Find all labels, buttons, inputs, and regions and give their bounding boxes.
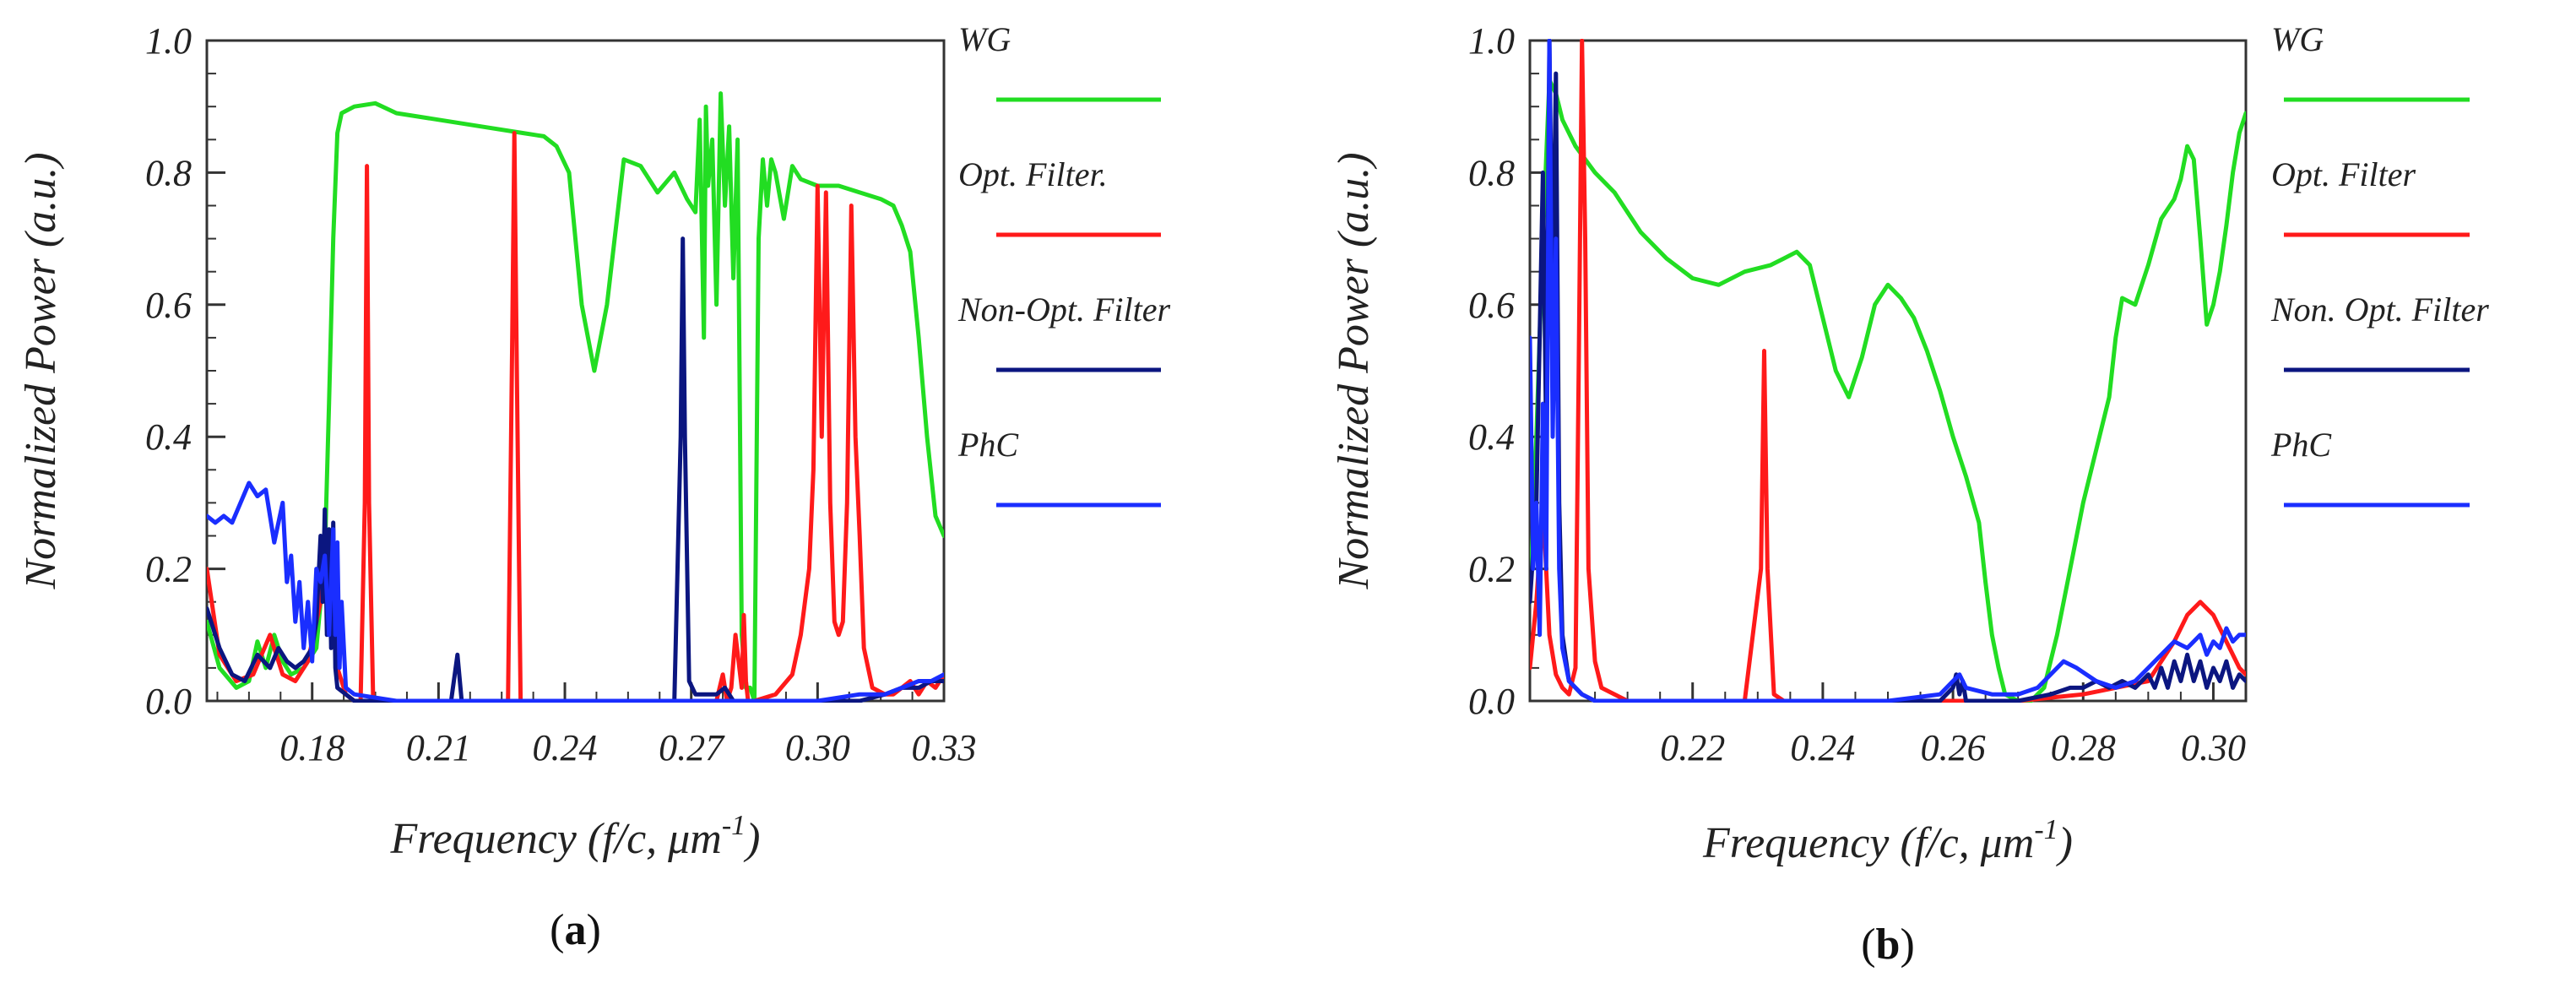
plot-frame <box>1528 39 2248 703</box>
legend-label: Opt. Filter <box>2271 155 2416 193</box>
chart-panel-b: 0.0 0.2 0.4 0.6 0.8 1.0 0.22 0.24 0.26 0.28 0.30 WG… <box>1330 20 2489 969</box>
y-axis-label: Normalized Power (a.u.) <box>17 152 65 589</box>
y-tick-label: 0.4 <box>1468 416 1515 458</box>
y-tick-label: 0.2 <box>145 549 192 590</box>
x-axis-label-close: ) <box>2056 819 2073 867</box>
x-axis-label: Frequency (f/c, μm-1) <box>1702 814 2073 867</box>
series-group <box>207 91 944 703</box>
x-tick-label: 0.24 <box>1790 727 1855 768</box>
panel-label-close: ) <box>587 906 601 954</box>
x-axis-label-main: Frequency (f/c, μm <box>390 815 722 863</box>
panel-label-open: ( <box>550 906 564 954</box>
y-tick-label: 0.4 <box>145 416 192 458</box>
panel-label-open: ( <box>1861 921 1875 969</box>
y-tick-label: 1.0 <box>145 20 192 62</box>
series-line-opt <box>1530 39 2246 703</box>
legend-label: Opt. Filter. <box>958 155 1108 193</box>
x-tick-label: 0.30 <box>2181 727 2246 768</box>
series-line-wg <box>1530 78 2246 703</box>
chart-panel-a: 0.0 0.2 0.4 0.6 0.8 1.0 0.18 0.21 0.24 0.27 0.30 0.… <box>17 20 1171 954</box>
x-tick-label: 0.26 <box>1921 727 1986 768</box>
series-line-nonopt <box>1530 39 2246 703</box>
panel-label-letter: b <box>1876 921 1901 969</box>
panel-label-close: ) <box>1900 921 1914 969</box>
panel-label: (a) <box>550 906 601 954</box>
panel-label-letter: a <box>565 906 587 954</box>
x-axis-label-main: Frequency (f/c, μm <box>1702 819 2034 867</box>
x-axis-label-close: ) <box>743 815 760 863</box>
legend-label: PhC <box>2270 426 2332 464</box>
x-tick-label: 0.27 <box>659 727 725 768</box>
y-tick-label: 0.8 <box>145 152 192 193</box>
x-tick-label: 0.21 <box>406 727 471 768</box>
y-tick-label: 0.6 <box>145 285 192 326</box>
x-tick-label: 0.30 <box>785 727 850 768</box>
series-line-phc <box>1530 39 2246 703</box>
x-axis-label-superscript: -1 <box>2034 814 2058 845</box>
y-tick-label: 1.0 <box>1468 20 1515 62</box>
x-tick-label: 0.18 <box>279 727 344 768</box>
y-axis-label: Normalized Power (a.u.) <box>1330 152 1378 589</box>
y-tick-label: 0.6 <box>1468 285 1515 326</box>
x-tick-label: 0.22 <box>1660 727 1725 768</box>
x-axis-label-superscript: -1 <box>722 810 746 841</box>
legend-label: Non-Opt. Filter <box>957 291 1171 329</box>
y-tick-label: 0.0 <box>145 681 192 722</box>
x-tick-label: 0.33 <box>912 727 977 768</box>
x-axis-label: Frequency (f/c, μm-1) <box>390 810 761 863</box>
x-tick-label: 0.28 <box>2051 727 2116 768</box>
y-tick-label: 0.2 <box>1468 549 1515 590</box>
legend-label: WG <box>958 20 1011 58</box>
y-tick-label: 0.8 <box>1468 152 1515 193</box>
x-tick-label: 0.24 <box>533 727 598 768</box>
panel-label: (b) <box>1861 921 1915 969</box>
series-line-phc <box>207 481 944 703</box>
legend-label: PhC <box>957 426 1019 464</box>
legend-label: WG <box>2271 20 2324 58</box>
y-tick-label: 0.0 <box>1468 681 1515 722</box>
legend-label: Non. Opt. Filter <box>2270 291 2489 329</box>
series-group <box>1530 39 2246 703</box>
